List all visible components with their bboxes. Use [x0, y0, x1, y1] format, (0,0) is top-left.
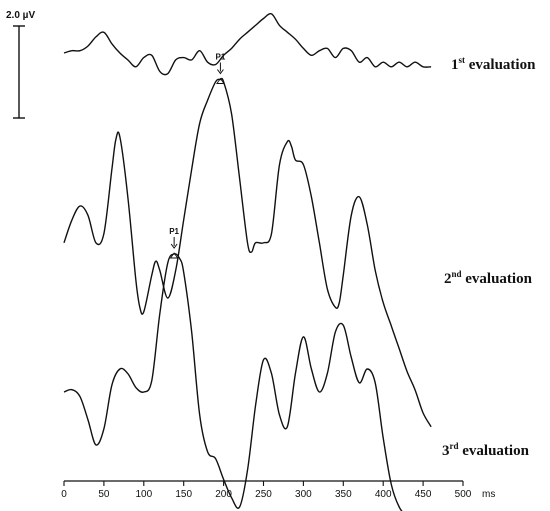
- waveform-2: [63, 77, 432, 428]
- series-label-3: 3rd evaluation: [442, 441, 530, 459]
- peak-triangle-2: [216, 77, 225, 84]
- peak-marker-2: P1: [216, 53, 226, 84]
- series-label-2: 2nd evaluation: [444, 269, 533, 287]
- x-tick-label-450: 450: [415, 489, 432, 500]
- x-tick-label-400: 400: [375, 489, 392, 500]
- x-tick-label-100: 100: [135, 489, 152, 500]
- waveform-1: [63, 12, 432, 76]
- x-axis-unit: ms: [482, 489, 495, 500]
- x-tick-label-300: 300: [295, 489, 312, 500]
- peak-marker-3: P1: [169, 227, 180, 259]
- waveforms: 1st evaluation 2nd evaluation P1 3rd evalua…: [63, 12, 536, 511]
- peak-triangle-3: [169, 252, 179, 259]
- x-tick-label-250: 250: [255, 489, 272, 500]
- series-label-1: 1st evaluation: [451, 55, 536, 73]
- x-tick-label-50: 50: [98, 489, 110, 500]
- x-tick-label-0: 0: [61, 489, 67, 500]
- x-tick-label-150: 150: [175, 489, 192, 500]
- scale-bar-label: 2.0 µV: [6, 10, 35, 21]
- x-tick-label-200: 200: [215, 489, 232, 500]
- peak-arrowhead-3: [170, 243, 178, 249]
- x-tick-label-350: 350: [335, 489, 352, 500]
- x-axis: ms 0 50 100 150 200 250 300 350 400 450 500: [61, 480, 495, 500]
- peak-label-3: P1: [169, 227, 179, 236]
- scale-bar: 2.0 µV: [6, 10, 35, 119]
- peak-label-2: P1: [216, 53, 226, 62]
- peak-arrowhead-2: [217, 69, 224, 75]
- x-tick-label-500: 500: [455, 489, 472, 500]
- waveform-3: [63, 253, 403, 511]
